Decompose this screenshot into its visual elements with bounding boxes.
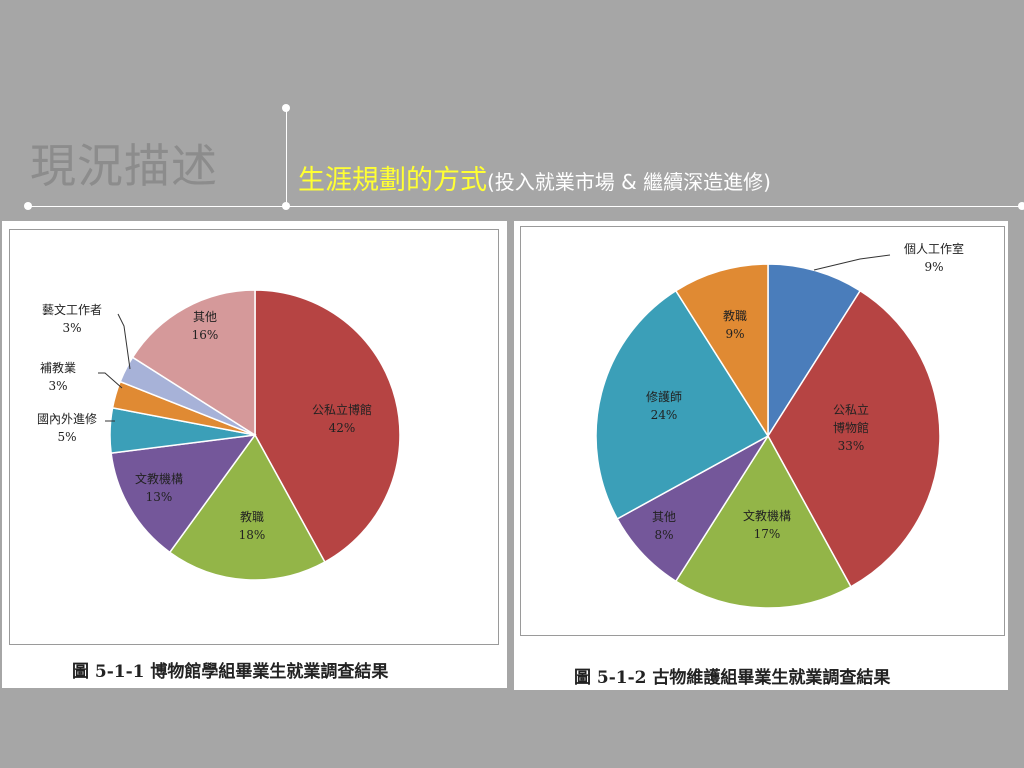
pie-slice-6: [131, 289, 256, 437]
divider-dot-center: [282, 202, 290, 210]
slice-percent-label: 9%: [924, 260, 943, 274]
slice-percent-label: 33%: [838, 439, 865, 453]
slice-percent-label: 5%: [57, 430, 76, 444]
slice-percent-label: 24%: [651, 408, 678, 422]
slide-title: 現況描述: [30, 139, 218, 193]
chart-frame: [520, 226, 1005, 636]
slice-label: 個人工作室: [904, 241, 964, 256]
chart-panel-museum-studies: 公私立博館 42% 教職 18% 文教機構 13% 國內外進修 5% 補教業 3% 藝文工作者 3% 其…: [2, 221, 507, 688]
divider-dot-left: [24, 202, 32, 210]
slide-header: 現況描述 生涯規劃的方式(投入就業市場 & 繼續深造進修): [0, 0, 1024, 230]
slice-label: 教職: [723, 308, 747, 323]
pie-slice-1: [168, 433, 326, 581]
slice-percent-label: 17%: [754, 527, 781, 541]
slice-percent-label: 42%: [329, 421, 356, 435]
slice-percent-label: 3%: [48, 379, 67, 393]
slice-percent-label: 18%: [239, 528, 266, 542]
divider-dot-top: [282, 104, 290, 112]
label-leader-line: [98, 372, 123, 389]
slice-label: 修護師: [646, 389, 682, 404]
subtitle-note: (投入就業市場 & 繼續深造進修): [487, 170, 771, 194]
slice-label: 藝文工作者: [42, 302, 102, 317]
slice-label: 教職: [240, 509, 264, 524]
divider-dot-right: [1018, 202, 1024, 210]
slice-label: 博物館: [833, 420, 869, 435]
pie-slice-2: [110, 434, 257, 554]
slice-percent-label: 8%: [654, 528, 673, 542]
slice-label: 其他: [193, 310, 217, 324]
header-divider-vertical: [286, 108, 287, 208]
pie-slice-2: [674, 434, 852, 609]
label-leader-line: [117, 313, 131, 370]
header-divider-horizontal: [28, 206, 1024, 207]
slide-subtitle: 生涯規劃的方式(投入就業市場 & 繼續深造進修): [298, 158, 771, 197]
subtitle-main: 生涯規劃的方式: [298, 165, 487, 196]
slice-label: 國內外進修: [37, 411, 97, 426]
label-leader-line: [813, 254, 891, 271]
slice-label: 公私立: [833, 402, 869, 417]
pie-slice-4: [595, 289, 770, 520]
slice-percent-label: 13%: [146, 490, 173, 504]
slice-percent-label: 16%: [192, 328, 219, 342]
pie-slice-0: [254, 289, 401, 564]
chart-caption: 圖 5-1-1 博物館學組畢業生就業調查結果: [72, 662, 389, 682]
slice-label: 公私立博館: [312, 402, 372, 417]
slice-label: 文教機構: [135, 471, 183, 486]
slice-label: 文教機構: [743, 508, 791, 523]
chart-panel-conservation: 個人工作室 9% 公私立博物館 33% 文教機構 17% 其他 8% 修護師 24% 教職 9% 圖 …: [514, 221, 1008, 690]
pie-slice-5: [674, 263, 769, 439]
pie-chart-museum-studies: 公私立博館 42% 教職 18% 文教機構 13% 國內外進修 5% 補教業 3% 藝文工作者 3% 其…: [37, 289, 401, 581]
chart-frame: [9, 229, 499, 645]
pie-slice-0: [767, 263, 862, 439]
slice-percent-label: 9%: [725, 327, 744, 341]
slice-label: 其他: [652, 510, 676, 524]
slice-label: 補教業: [40, 360, 76, 375]
slice-percent-label: 3%: [62, 321, 81, 335]
chart-caption: 圖 5-1-2 古物維護組畢業生就業調查結果: [574, 668, 891, 688]
